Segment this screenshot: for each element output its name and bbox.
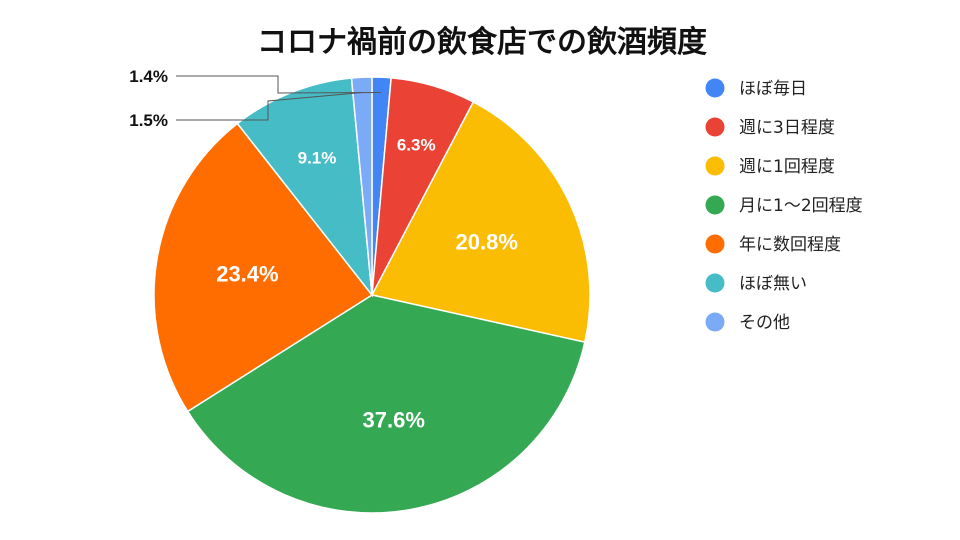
legend-item: 年に数回程度	[705, 234, 841, 255]
slice-value-label: 1.4%	[129, 67, 168, 86]
slice-value-label: 6.3%	[397, 136, 436, 155]
slice-labels: 6.3% 20.8% 37.6% 23.4% 9.1%	[216, 136, 518, 433]
legend-label: 週に1回程度	[739, 157, 835, 177]
legend-item: 月に1〜2回程度	[705, 195, 863, 216]
pie-slices	[153, 76, 591, 514]
pie-slice	[350, 76, 373, 296]
legend-item: 週に3日程度	[705, 117, 835, 138]
legend-swatch	[705, 156, 725, 176]
legend-swatch	[705, 117, 725, 137]
pie-slice	[153, 122, 374, 413]
legend-label: ほぼ無い	[739, 274, 807, 294]
legend-item: ほぼ毎日	[705, 78, 807, 99]
slice-value-label: 23.4%	[216, 261, 278, 286]
callout-leader-line	[176, 75, 381, 94]
slice-value-label: 37.6%	[363, 408, 425, 433]
legend-label: 年に数回程度	[739, 235, 841, 255]
legend-item: 週に1回程度	[705, 156, 835, 177]
legend-swatch	[705, 273, 725, 293]
legend-swatch	[705, 312, 725, 332]
legend-label: その他	[739, 313, 790, 333]
legend-label: 月に1〜2回程度	[739, 196, 863, 216]
pie-slice	[370, 100, 591, 344]
callout-labels: 1.4% 1.5%	[129, 67, 381, 130]
legend-item: ほぼ無い	[705, 273, 807, 294]
callout-leader-line	[176, 92, 363, 121]
legend-swatch	[705, 195, 725, 215]
legend-swatch	[705, 78, 725, 98]
legend-item: その他	[705, 312, 790, 333]
chart-title: コロナ禍前の飲食店での飲酒頻度	[257, 25, 707, 60]
slice-value-label: 9.1%	[298, 148, 337, 167]
slice-value-label: 1.5%	[129, 111, 168, 130]
legend-label: 週に3日程度	[739, 118, 835, 138]
slice-value-label: 20.8%	[456, 230, 518, 255]
legend-label: ほぼ毎日	[739, 79, 807, 99]
legend-swatch	[705, 234, 725, 254]
